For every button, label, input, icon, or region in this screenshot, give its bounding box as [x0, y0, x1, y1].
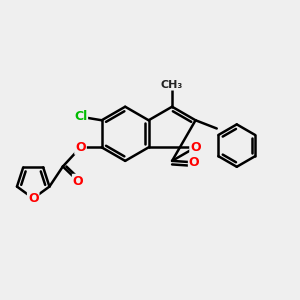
Text: O: O [75, 141, 86, 154]
Text: O: O [73, 175, 83, 188]
Text: O: O [190, 141, 201, 154]
Text: O: O [28, 192, 38, 205]
Text: CH₃: CH₃ [161, 80, 183, 90]
Text: O: O [189, 156, 200, 169]
Text: Cl: Cl [74, 110, 87, 123]
